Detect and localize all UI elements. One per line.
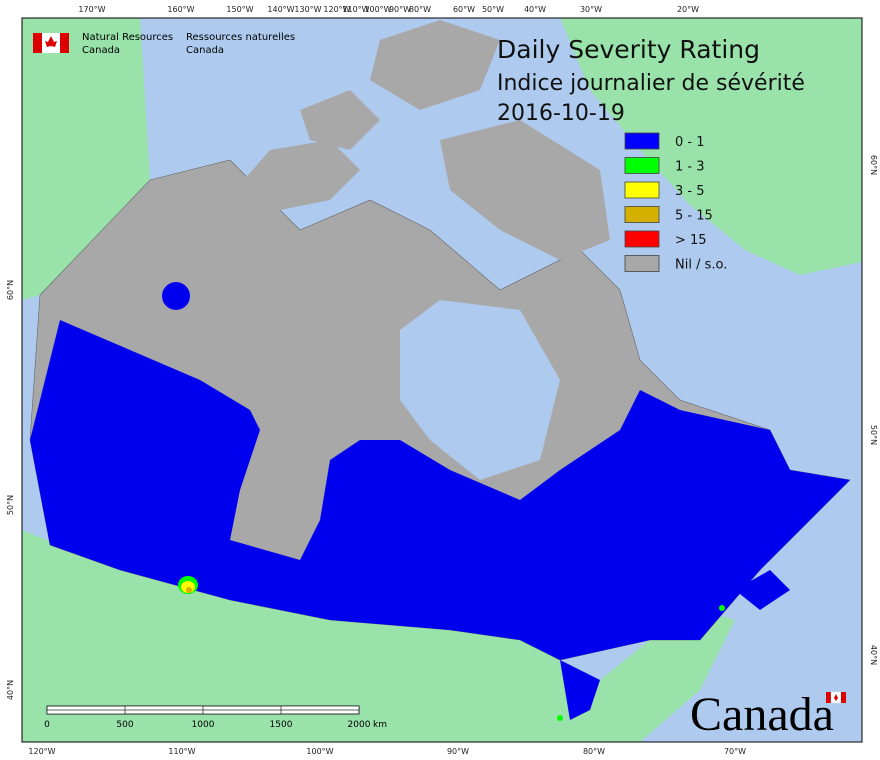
scale-bar-label: 2000: [348, 720, 371, 730]
scale-bar: 0 500 1000 1500 2000 km: [44, 705, 387, 730]
flag-bar: [841, 692, 846, 703]
rating-spot: [719, 605, 725, 611]
longitude-label: 90°W: [447, 747, 469, 756]
scale-bar-label: 1500: [270, 720, 293, 730]
subtitle: Indice journalier de sévérité: [497, 71, 805, 96]
severity-area: [30, 320, 850, 660]
severity-area: [162, 282, 190, 310]
longitude-label: 90°W: [389, 5, 411, 14]
scale-bar-label: 0: [44, 720, 50, 730]
rating-spot: [557, 715, 563, 721]
legend-label: 5 - 15: [675, 209, 713, 224]
rating-spot: [186, 587, 192, 593]
hudson-bay: [400, 300, 560, 480]
longitude-label: 170°W: [78, 5, 105, 14]
latitude-label: 40°N: [869, 645, 878, 665]
scale-bar-label: 1000: [192, 720, 215, 730]
maple-leaf: [834, 694, 838, 701]
longitude-label: 100°W: [364, 5, 391, 14]
date: 2016-10-19: [497, 101, 625, 126]
longitude-label: 20°W: [677, 5, 699, 14]
severity-area: [735, 570, 790, 610]
legend-swatch: [624, 206, 660, 223]
scale-bar-segment: [280, 705, 360, 711]
arctic-island: [300, 90, 380, 150]
flag-bar: [826, 692, 831, 703]
longitude-label: 110°W: [342, 5, 369, 14]
longitude-label: 130°W: [294, 5, 321, 14]
scale-bar-unit: km: [373, 720, 387, 730]
agency-name: Ressources naturelles: [186, 32, 295, 43]
flag-bar: [33, 33, 42, 53]
longitude-label: 80°W: [409, 5, 431, 14]
latitude-label: 40°N: [6, 680, 15, 700]
map-frame: [21, 17, 863, 743]
latitude-label: 50°N: [6, 495, 15, 515]
arctic-island: [370, 20, 500, 110]
legend: 0 - 1 1 - 3 3 - 5 5 - 15 > 15 Nil / s.o.: [624, 132, 727, 273]
longitude-label: 50°W: [482, 5, 504, 14]
legend-label: > 15: [675, 233, 707, 248]
legend-swatch: [624, 157, 660, 174]
longitude-label: 120°W: [323, 5, 350, 14]
agency-name: Canada: [186, 45, 224, 56]
scale-bar-label: 500: [116, 720, 133, 730]
severity-area: [560, 660, 600, 720]
wordmark: Canada: [690, 688, 834, 741]
longitude-label: 40°W: [524, 5, 546, 14]
baffin-island: [440, 120, 610, 260]
agency-name: Canada: [82, 45, 120, 56]
alaska: [22, 18, 150, 300]
longitude-label: 100°W: [306, 747, 333, 756]
scale-bar-segment: [124, 705, 204, 711]
longitude-label: 110°W: [168, 747, 195, 756]
agency-name: Natural Resources: [82, 32, 173, 43]
united-states: [22, 530, 735, 742]
legend-swatch: [624, 255, 660, 272]
legend-label: 1 - 3: [675, 160, 705, 175]
latitude-label: 60°N: [869, 155, 878, 175]
wordmark-flag: [826, 691, 846, 704]
latitude-label: 50°N: [869, 425, 878, 445]
longitude-label: 80°W: [583, 747, 605, 756]
legend-swatch: [624, 230, 660, 248]
maple-leaf: [45, 36, 57, 47]
longitude-label: 140°W: [267, 5, 294, 14]
map-area: [22, 18, 862, 742]
latitude-label: 60°N: [6, 280, 15, 300]
agency-logo: [33, 33, 69, 53]
legend-label: Nil / s.o.: [675, 258, 727, 273]
title: Daily Severity Rating: [497, 35, 760, 64]
longitude-label: 150°W: [226, 5, 253, 14]
scale-bar-segment: [202, 709, 282, 715]
greenland: [560, 18, 862, 275]
longitude-label: 160°W: [167, 5, 194, 14]
legend-label: 3 - 5: [675, 184, 705, 199]
flag-bar: [60, 33, 69, 53]
longitude-label: 60°W: [453, 5, 475, 14]
legend-swatch: [624, 132, 660, 150]
legend-label: 0 - 1: [675, 135, 705, 150]
legend-swatch: [624, 181, 660, 199]
graticule-labels: 170°W 160°W 150°W 140°W 130°W 120°W110°W100°W…: [6, 5, 878, 756]
longitude-label: 30°W: [580, 5, 602, 14]
longitude-label: 120°W: [28, 747, 55, 756]
longitude-label: 70°W: [724, 747, 746, 756]
scale-bar-segment: [46, 709, 126, 715]
arctic-island: [235, 140, 360, 210]
